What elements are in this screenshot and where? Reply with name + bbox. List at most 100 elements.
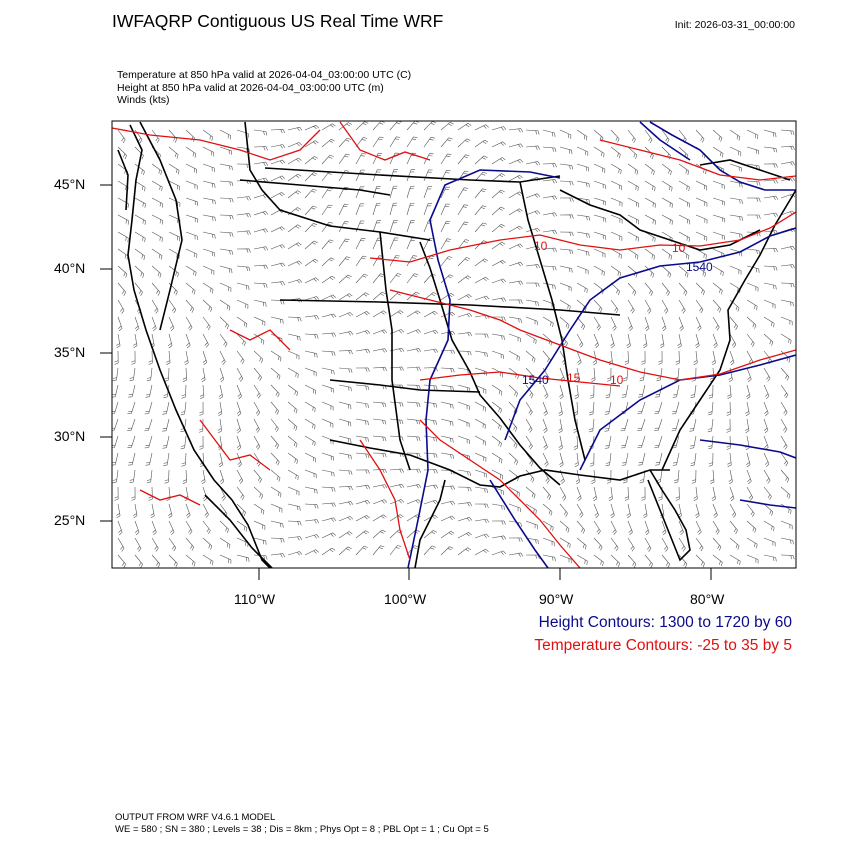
wind-barb — [654, 435, 663, 449]
wind-barb — [457, 502, 473, 507]
wind-barb — [559, 282, 572, 292]
wind-barb — [304, 277, 319, 284]
wind-barb — [780, 129, 795, 135]
wind-barb — [763, 195, 779, 201]
wind-barb — [355, 484, 371, 490]
wind-barb — [151, 129, 160, 144]
wind-barb — [780, 418, 788, 433]
wind-barb — [763, 452, 770, 468]
wind-barb — [588, 418, 595, 433]
wind-barb — [508, 225, 523, 233]
wind-barb — [168, 333, 173, 349]
wind-barb — [128, 384, 136, 398]
wind-barb — [151, 248, 163, 260]
wind-barb — [575, 469, 580, 485]
wind-barb — [542, 265, 557, 271]
wind-barb — [457, 313, 473, 318]
wind-barb — [746, 503, 755, 517]
wind-barb — [626, 333, 631, 349]
wind-barb — [270, 418, 279, 433]
wind-barb — [605, 384, 612, 399]
wind-barb — [423, 329, 439, 335]
wind-barb — [621, 384, 629, 398]
wind-barb — [525, 452, 534, 467]
wind-barb — [185, 197, 198, 206]
wind-barb — [593, 265, 605, 276]
wind-barb — [134, 520, 140, 536]
height-contour-label: 1540 — [522, 373, 549, 387]
wind-barb — [457, 547, 472, 556]
wind-barb — [576, 146, 589, 156]
wind-barb — [763, 333, 774, 346]
wind-barb — [406, 169, 416, 182]
wind-barb — [372, 435, 387, 442]
wind-barb — [168, 537, 177, 552]
wind-barb — [644, 537, 652, 552]
wind-barb — [627, 282, 637, 296]
wind-barb — [610, 316, 617, 331]
wind-barb — [746, 367, 752, 383]
wind-barb — [745, 418, 750, 434]
wind-barb — [423, 545, 436, 556]
contour-labels: 1540 1540 10 10 15 10 — [522, 239, 713, 387]
wind-barb — [508, 243, 524, 250]
wind-barb — [729, 350, 735, 366]
wind-barb — [423, 348, 439, 353]
wind-barb — [148, 350, 153, 365]
wind-barb — [218, 384, 223, 400]
wind-barb — [406, 348, 422, 353]
wind-barb — [219, 180, 234, 186]
wind-barb — [117, 316, 123, 332]
wind-barb — [202, 265, 215, 275]
wind-barb — [372, 152, 383, 165]
wind-barb — [389, 273, 402, 284]
wind-barb — [168, 146, 179, 159]
wind-barb — [304, 315, 320, 320]
wind-barb — [474, 295, 490, 301]
wind-barb — [406, 329, 422, 335]
wind-barb — [321, 221, 333, 233]
wind-barb — [655, 384, 663, 398]
wind-barb — [508, 299, 523, 304]
wind-barb — [219, 299, 231, 311]
wind-barb — [559, 163, 574, 170]
wind-barb — [287, 279, 303, 284]
wind-barb — [144, 401, 153, 415]
wind-barb — [304, 205, 317, 216]
wind-barb — [644, 248, 656, 260]
wind-barb — [270, 384, 280, 398]
wind-barb — [525, 282, 540, 287]
wind-barb — [610, 265, 622, 277]
latitude-label: 30°N — [54, 428, 86, 444]
wind-barb — [559, 231, 574, 237]
wind-barb — [661, 537, 669, 552]
wind-barb — [338, 418, 352, 427]
wind-barb — [610, 146, 621, 159]
wind-barb — [627, 129, 636, 144]
wind-barb — [491, 469, 503, 480]
temperature-contour-label: 10 — [672, 241, 686, 255]
wind-barb — [202, 163, 215, 173]
wind-barb — [236, 196, 252, 201]
wind-barb — [695, 316, 702, 331]
wind-barb — [604, 435, 612, 449]
wind-barb — [440, 238, 452, 250]
wind-barb — [168, 503, 173, 519]
wind-barb — [593, 146, 605, 158]
wind-barb — [406, 499, 422, 505]
wind-barb — [638, 452, 646, 466]
wind-barb — [389, 185, 398, 199]
wind-barb — [643, 503, 648, 519]
wind-barb — [746, 146, 760, 155]
wind-barb — [593, 333, 599, 349]
wind-barb — [474, 486, 488, 493]
wind-barb — [355, 330, 371, 335]
wind-barb — [457, 257, 471, 267]
wind-barb — [304, 172, 318, 182]
wind-barb — [389, 483, 405, 489]
wind-barb — [492, 316, 506, 321]
wind-barb — [491, 241, 506, 250]
wind-barb — [712, 214, 726, 223]
wind-barb — [134, 265, 145, 278]
wind-barb — [678, 197, 690, 208]
